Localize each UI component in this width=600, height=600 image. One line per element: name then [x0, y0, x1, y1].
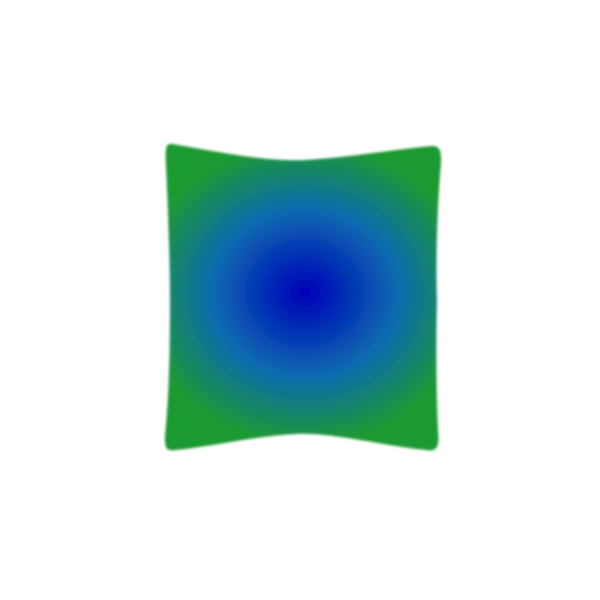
pillow-shape — [165, 143, 442, 451]
